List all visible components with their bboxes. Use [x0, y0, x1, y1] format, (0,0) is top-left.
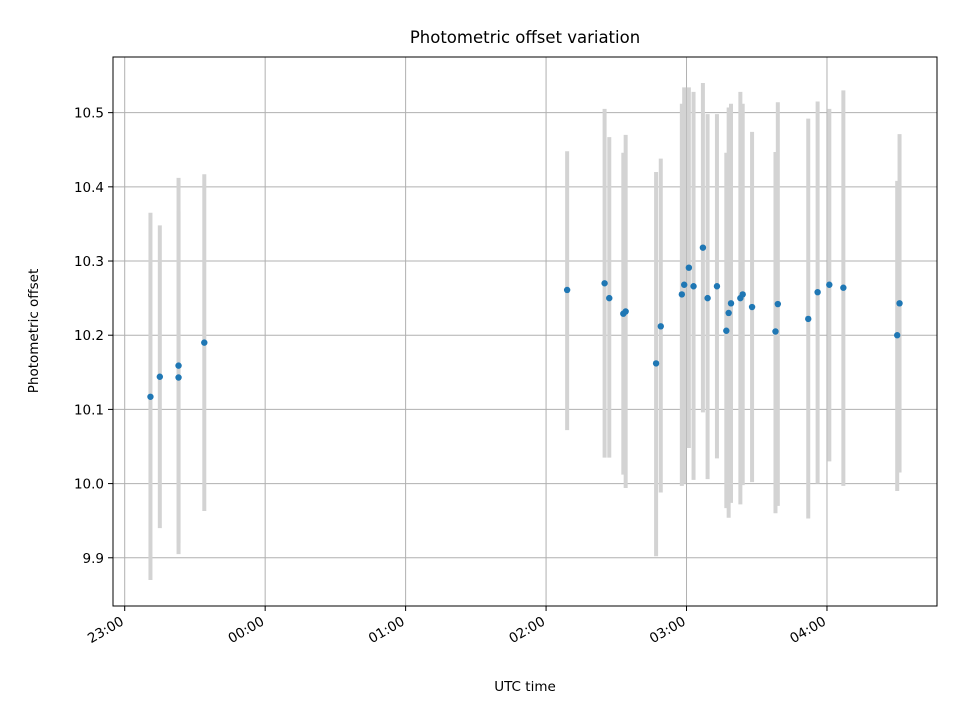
- data-point: [201, 339, 208, 346]
- data-point: [826, 281, 833, 288]
- data-point: [156, 373, 164, 380]
- data-point: [805, 315, 812, 323]
- data-point: [147, 393, 154, 400]
- data-point: [685, 264, 693, 271]
- grid-lines: [113, 57, 937, 606]
- data-point: [772, 328, 779, 335]
- y-tick-label: 10.4: [74, 180, 104, 196]
- data-point: [601, 280, 608, 287]
- y-tick-label: 10.1: [74, 402, 104, 418]
- data-point: [175, 362, 182, 369]
- data-point: [727, 300, 735, 307]
- data-points: [147, 244, 903, 400]
- data-point: [563, 286, 571, 294]
- plot-frame: [112, 56, 938, 607]
- data-point: [725, 309, 732, 317]
- data-point: [699, 244, 707, 251]
- chart-title: Photometric offset variation: [410, 28, 640, 47]
- data-point: [814, 288, 821, 296]
- data-point: [713, 283, 721, 290]
- data-point: [175, 374, 182, 381]
- y-tick-label: 10.3: [74, 254, 104, 270]
- data-point: [723, 327, 730, 334]
- data-point: [894, 332, 901, 339]
- data-point: [840, 284, 847, 291]
- y-axis-label: Photometric offset: [26, 269, 42, 393]
- data-point: [680, 281, 688, 288]
- y-axis-ticks: 9.9 10.0 10.1 10.2 10.3 10.4 10.5: [74, 106, 113, 567]
- data-point: [652, 360, 660, 367]
- x-axis-label: UTC time: [494, 679, 556, 695]
- data-point: [606, 294, 613, 302]
- y-tick-label: 10.5: [74, 106, 104, 122]
- data-point: [622, 308, 629, 315]
- data-point: [896, 300, 903, 307]
- data-point: [657, 323, 664, 330]
- data-point: [678, 291, 686, 298]
- data-point: [690, 283, 697, 290]
- data-point: [739, 291, 746, 298]
- y-tick-label: 10.0: [74, 477, 104, 493]
- data-point: [704, 294, 711, 302]
- data-point: [774, 300, 782, 308]
- y-tick-label: 10.2: [74, 328, 104, 344]
- data-point: [748, 303, 756, 311]
- y-tick-label: 9.9: [83, 551, 104, 567]
